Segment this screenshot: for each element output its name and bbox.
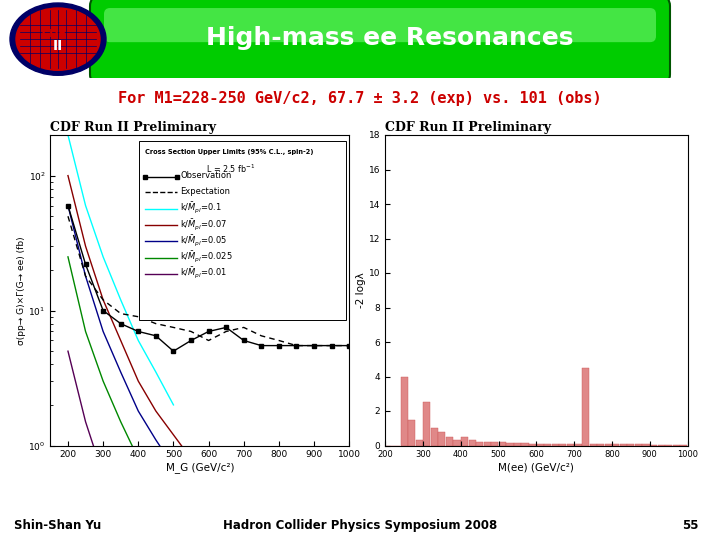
Text: CDF Run II Preliminary: CDF Run II Preliminary — [385, 121, 552, 134]
Bar — [605, 444, 612, 446]
Bar — [469, 440, 476, 445]
Text: Expectation: Expectation — [181, 187, 230, 196]
Bar — [680, 444, 688, 445]
Text: CDF: CDF — [42, 29, 67, 39]
Text: k/$\bar{M}_{pl}$=0.01: k/$\bar{M}_{pl}$=0.01 — [181, 266, 228, 280]
Text: k/$\bar{M}_{pl}$=0.05: k/$\bar{M}_{pl}$=0.05 — [181, 233, 228, 248]
Bar — [665, 444, 672, 445]
Bar — [400, 376, 408, 446]
Bar — [567, 444, 574, 446]
Bar — [514, 443, 521, 445]
Bar — [590, 444, 597, 446]
Bar — [650, 444, 657, 445]
Text: For M1=228-250 GeV/c2, 67.7 ± 3.2 (exp) vs. 101 (obs): For M1=228-250 GeV/c2, 67.7 ± 3.2 (exp) … — [118, 91, 602, 106]
Text: k/$\bar{M}_{pl}$=0.07: k/$\bar{M}_{pl}$=0.07 — [181, 217, 228, 232]
Text: Shin-Shan Yu: Shin-Shan Yu — [14, 518, 102, 532]
Bar — [423, 402, 431, 446]
Bar — [559, 444, 567, 446]
Ellipse shape — [10, 3, 106, 75]
Text: k/$\bar{M}_{pl}$=0.025: k/$\bar{M}_{pl}$=0.025 — [181, 249, 233, 264]
Bar — [461, 437, 468, 445]
Bar — [454, 440, 461, 445]
Text: Cross Section Upper Limits (95% C.L., spin-2): Cross Section Upper Limits (95% C.L., sp… — [145, 149, 313, 155]
Text: II: II — [53, 39, 63, 53]
Bar — [612, 444, 619, 446]
Bar — [582, 368, 589, 445]
Bar — [521, 443, 528, 445]
Bar — [476, 442, 483, 446]
Bar — [499, 442, 506, 446]
Bar — [491, 442, 498, 446]
Y-axis label: -2 logλ: -2 logλ — [356, 272, 366, 308]
Bar — [438, 431, 446, 446]
Bar — [620, 444, 627, 446]
Text: L = 2.5 fb$^{-1}$: L = 2.5 fb$^{-1}$ — [206, 163, 255, 176]
FancyBboxPatch shape — [138, 141, 346, 320]
Text: Observation: Observation — [181, 172, 232, 180]
Bar — [529, 444, 536, 446]
Bar — [536, 444, 544, 446]
Ellipse shape — [16, 8, 100, 70]
Bar — [575, 444, 582, 446]
Bar — [657, 444, 665, 445]
Y-axis label: σ(pp→ G)×Γ(G→ ee) (fb): σ(pp→ G)×Γ(G→ ee) (fb) — [17, 236, 26, 345]
Bar — [597, 444, 604, 446]
Bar — [642, 444, 649, 446]
Bar — [415, 440, 423, 445]
Text: k/$\bar{M}_{pl}$=0.1: k/$\bar{M}_{pl}$=0.1 — [181, 200, 222, 215]
Bar — [672, 444, 680, 445]
FancyBboxPatch shape — [90, 0, 670, 84]
Bar — [431, 428, 438, 446]
Bar — [635, 444, 642, 446]
Bar — [552, 444, 559, 446]
Text: CDF Run II Preliminary: CDF Run II Preliminary — [50, 121, 217, 134]
Bar — [506, 443, 513, 445]
FancyBboxPatch shape — [104, 8, 656, 42]
Bar — [484, 442, 491, 446]
X-axis label: M_G (GeV/c²): M_G (GeV/c²) — [166, 462, 234, 473]
Text: 55: 55 — [682, 518, 698, 532]
Text: Hadron Collider Physics Symposium 2008: Hadron Collider Physics Symposium 2008 — [223, 518, 497, 532]
Bar — [544, 444, 552, 446]
Bar — [627, 444, 634, 446]
X-axis label: M(ee) (GeV/c²): M(ee) (GeV/c²) — [498, 462, 575, 472]
Text: High-mass ee Resonances: High-mass ee Resonances — [206, 26, 574, 50]
Bar — [408, 420, 415, 446]
Bar — [446, 437, 453, 445]
